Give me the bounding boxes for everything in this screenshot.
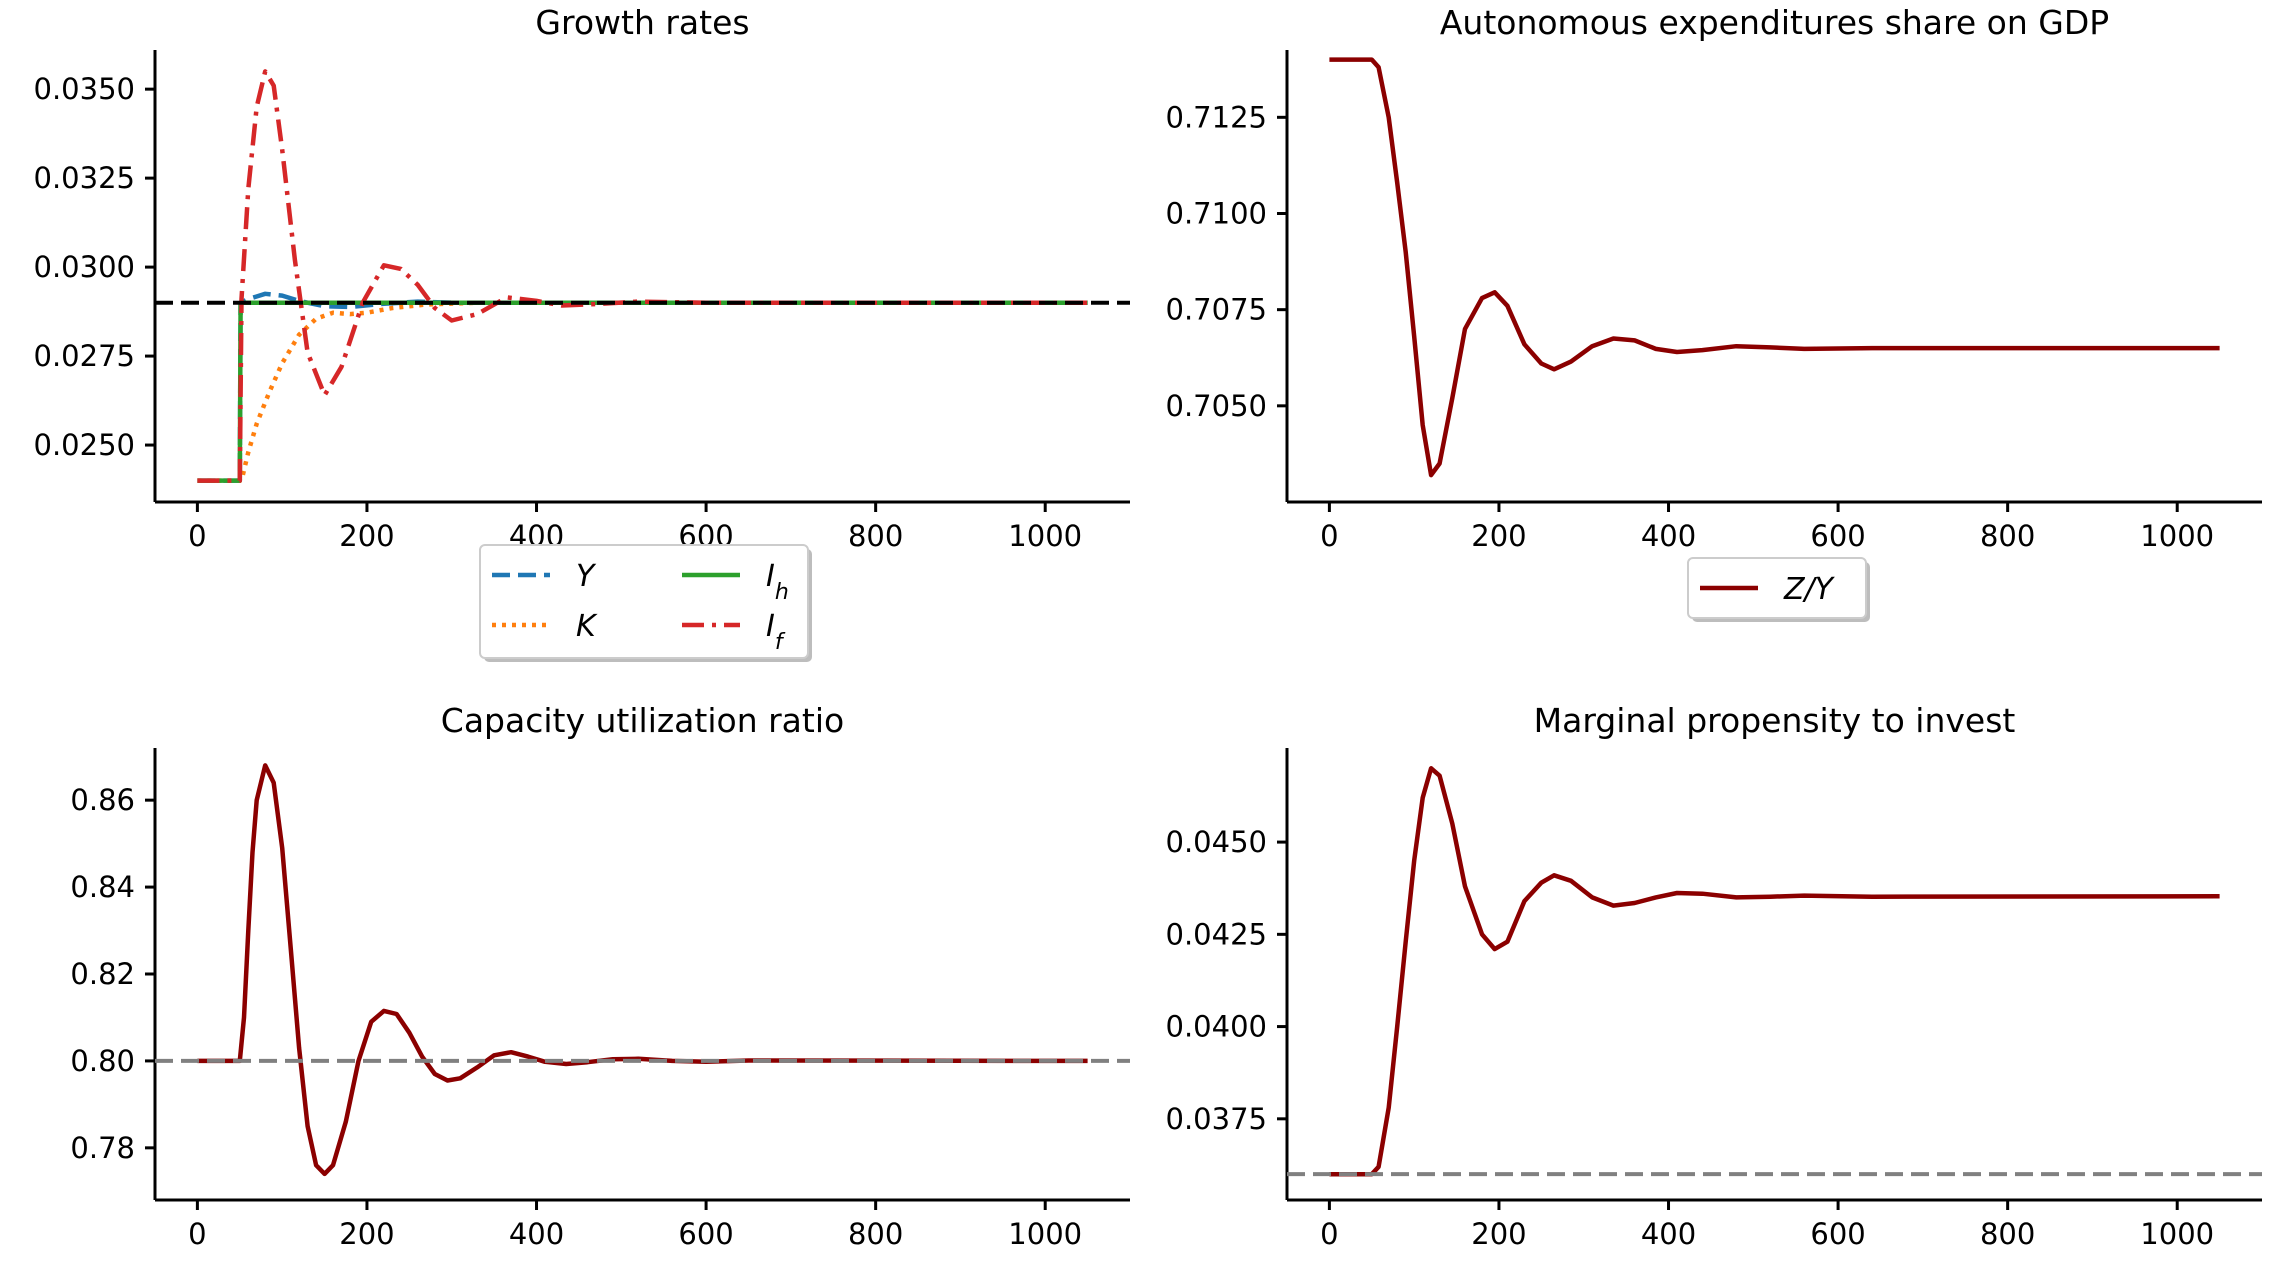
legend-frame — [1687, 557, 1867, 619]
y-tick-label: 0.7100 — [1166, 196, 1267, 230]
x-tick-label: 1000 — [2140, 1217, 2214, 1251]
chart-title: Capacity utilization ratio — [441, 701, 844, 740]
x-tick-label: 0 — [1320, 519, 1338, 553]
series-line-y — [197, 291, 1088, 483]
legend-subscript: h — [775, 580, 789, 605]
x-tick-label: 1000 — [1008, 1217, 1082, 1251]
series-line-main — [1329, 766, 2220, 1177]
x-tick-label: 0 — [1320, 1217, 1338, 1251]
x-tick-label: 400 — [509, 1217, 564, 1251]
y-tick-label: 0.82 — [70, 957, 135, 991]
x-tick-label: 400 — [1641, 1217, 1696, 1251]
x-tick-label: 1000 — [2140, 519, 2214, 553]
chart-panel-util: Capacity utilization ratio 0 200 400 600 800 1… — [70, 701, 1130, 1251]
y-tick-label: 0.7125 — [1166, 100, 1267, 134]
series-line-i-h — [197, 300, 1088, 483]
series-line-i-f — [197, 69, 1088, 483]
y-tick-label: 0.0450 — [1166, 825, 1267, 859]
series-line-z-y — [1329, 57, 2220, 478]
y-tick-label: 0.0375 — [1166, 1102, 1267, 1136]
x-tick-label: 200 — [1471, 1217, 1526, 1251]
x-tick-label: 200 — [339, 1217, 394, 1251]
series-line-k — [197, 300, 1088, 483]
x-tick-label: 400 — [1641, 519, 1696, 553]
x-tick-label: 800 — [848, 519, 903, 553]
legend-frame — [479, 544, 809, 659]
y-tick-label: 0.0350 — [34, 72, 135, 106]
x-tick-label: 200 — [1471, 519, 1526, 553]
x-tick-label: 1000 — [1008, 519, 1082, 553]
series-line-main — [197, 763, 1088, 1177]
x-tick-label: 600 — [1810, 1217, 1865, 1251]
legend-subscript: f — [775, 630, 786, 655]
y-tick-label: 0.80 — [70, 1044, 135, 1078]
legend-label: Y — [576, 559, 597, 594]
y-tick-label: 0.0425 — [1166, 917, 1267, 951]
x-tick-label: 800 — [1980, 1217, 2035, 1251]
y-tick-label: 0.0400 — [1166, 1010, 1267, 1044]
chart-title: Autonomous expenditures share on GDP — [1440, 3, 2109, 42]
chart-legend: Z/Y — [1687, 557, 1870, 622]
legend-label: K — [576, 609, 598, 644]
y-tick-label: 0.86 — [70, 783, 135, 817]
chart-panel-zy: Autonomous expenditures share on GDP 0 200… — [1166, 3, 2262, 622]
y-tick-label: 0.78 — [70, 1131, 135, 1165]
y-tick-label: 0.0300 — [34, 250, 135, 284]
x-tick-label: 600 — [678, 1217, 733, 1251]
x-tick-label: 200 — [339, 519, 394, 553]
y-tick-label: 0.7050 — [1166, 389, 1267, 423]
x-tick-label: 800 — [848, 1217, 903, 1251]
y-tick-label: 0.84 — [70, 870, 135, 904]
x-tick-label: 0 — [188, 1217, 206, 1251]
x-tick-label: 800 — [1980, 519, 2035, 553]
x-tick-label: 600 — [1810, 519, 1865, 553]
legend-label: Z/Y — [1783, 572, 1836, 607]
y-tick-label: 0.0325 — [34, 161, 135, 195]
x-tick-label: 0 — [188, 519, 206, 553]
y-tick-label: 0.7075 — [1166, 293, 1267, 327]
chart-title: Growth rates — [535, 3, 749, 42]
chart-panel-mpi: Marginal propensity to invest 0 200 400 600 8… — [1166, 701, 2262, 1251]
chart-title: Marginal propensity to invest — [1534, 701, 2016, 740]
y-tick-label: 0.0275 — [34, 339, 135, 373]
y-tick-label: 0.0250 — [34, 428, 135, 462]
